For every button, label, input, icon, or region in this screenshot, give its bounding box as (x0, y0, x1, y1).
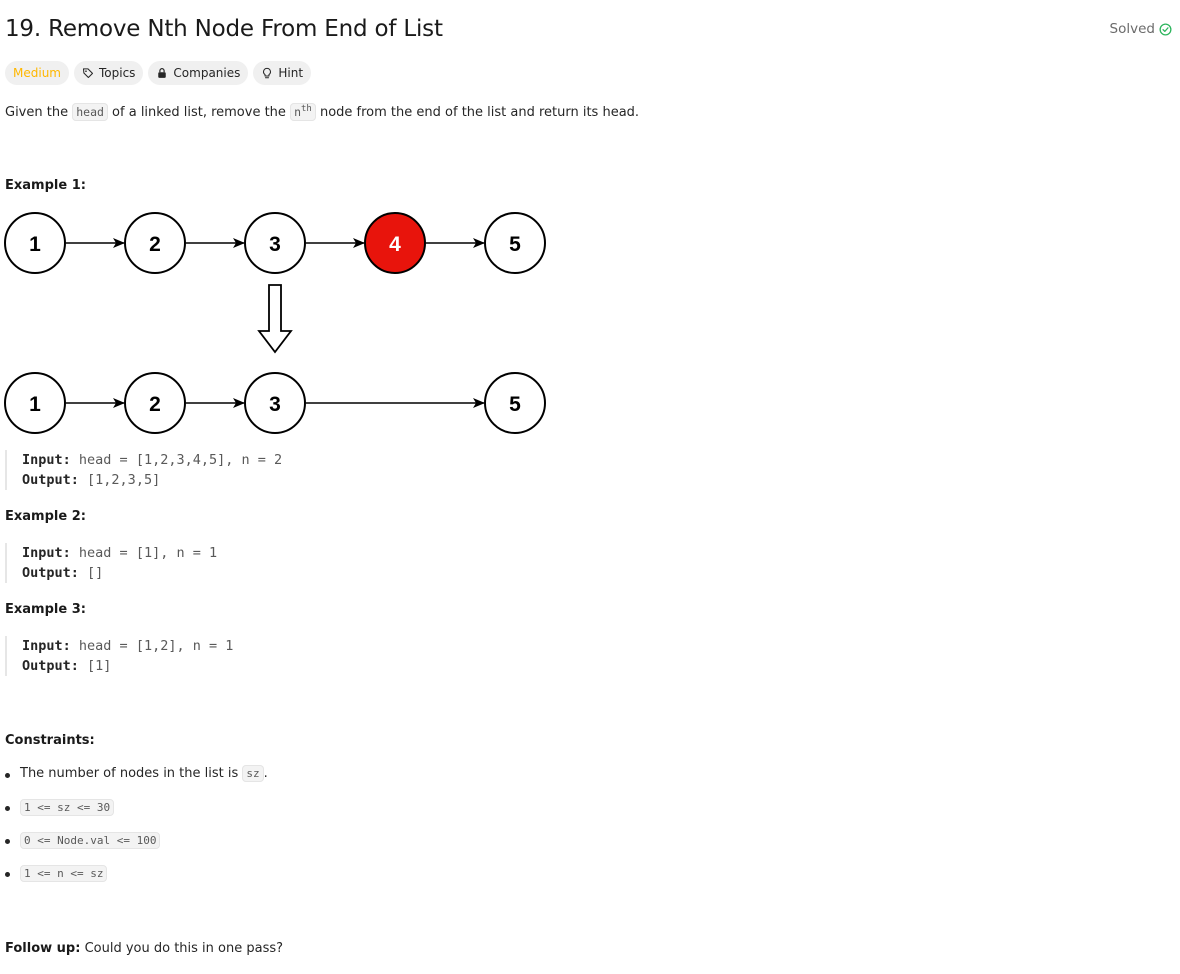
lock-icon (158, 68, 167, 78)
follow-up-label: Follow up: (5, 941, 81, 956)
difficulty-label: Medium (13, 66, 61, 80)
example-1-input-label: Input: (22, 452, 71, 468)
node-after-5: 5 (484, 372, 546, 434)
constraint-1-code: sz (242, 765, 264, 782)
example-3-input-line: Input: head = [1,2], n = 1 (22, 636, 233, 656)
constraint-2-code: 1 <= sz <= 30 (20, 799, 115, 816)
node-after-3-label: 3 (269, 393, 281, 416)
example-1-block: Input: head = [1,2,3,4,5], n = 2 Output:… (5, 450, 282, 490)
node-after-1-label: 1 (29, 393, 41, 416)
follow-up-text: Could you do this in one pass? (80, 941, 284, 956)
hint-button[interactable]: Hint (253, 61, 312, 85)
example-3-heading: Example 3: (5, 602, 86, 617)
example-1-output-line: Output: [1,2,3,5] (22, 470, 282, 490)
example-2-input-value: head = [1], n = 1 (78, 545, 218, 561)
node-before-5: 5 (484, 212, 546, 274)
companies-label: Companies (173, 66, 241, 80)
example-1-heading: Example 1: (5, 178, 86, 193)
nth-sup: th (301, 104, 312, 115)
constraints-heading: Constraints: (5, 733, 95, 748)
node-before-2: 2 (124, 212, 186, 274)
tag-icon (82, 68, 94, 79)
example-2-output-line: Output: [] (22, 563, 217, 583)
example-2-input-line: Input: head = [1], n = 1 (22, 543, 217, 563)
node-before-1-label: 1 (29, 233, 41, 256)
example-1-output-value: [1,2,3,5] (87, 472, 161, 488)
constraint-item: The number of nodes in the list is sz. (5, 765, 268, 799)
node-before-1: 1 (4, 212, 66, 274)
example-2-block: Input: head = [1], n = 1 Output: [] (5, 543, 217, 583)
node-before-2-label: 2 (149, 233, 161, 256)
desc-code-head: head (72, 103, 108, 121)
problem-description: Given the head of a linked list, remove … (5, 103, 639, 122)
node-after-2: 2 (124, 372, 186, 434)
example-1-input-value: head = [1,2,3,4,5], n = 2 (78, 452, 283, 468)
example-2-heading: Example 2: (5, 509, 86, 524)
constraint-4-code: 1 <= n <= sz (20, 865, 108, 882)
constraint-3-code: 0 <= Node.val <= 100 (20, 832, 161, 849)
constraint-item: 1 <= n <= sz (5, 865, 268, 898)
topics-label: Topics (98, 66, 136, 80)
constraint-1-text: The number of nodes in the list is (20, 766, 243, 781)
desc-text-3: node from the end of the list and return… (315, 105, 640, 120)
example-2-output-value: [] (87, 565, 104, 581)
example-3-output-label: Output: (22, 658, 79, 674)
constraints-list: The number of nodes in the list is sz. 1… (5, 765, 268, 898)
down-arrow (257, 284, 293, 354)
example-3-block: Input: head = [1,2], n = 1 Output: [1] (5, 636, 233, 676)
node-after-3: 3 (244, 372, 306, 434)
constraint-item: 0 <= Node.val <= 100 (5, 832, 268, 865)
example-1-output-label: Output: (22, 472, 79, 488)
tag-row: Medium Topics Companies Hint (5, 61, 312, 85)
node-after-5-label: 5 (509, 393, 521, 416)
example-1-input-line: Input: head = [1,2,3,4,5], n = 2 (22, 450, 282, 470)
problem-title: 19. Remove Nth Node From End of List (5, 16, 443, 42)
example-3-output-line: Output: [1] (22, 656, 233, 676)
example-2-output-label: Output: (22, 565, 79, 581)
lightbulb-icon (263, 67, 272, 79)
nth-base: n (294, 105, 301, 119)
solved-label: Solved (1109, 21, 1155, 37)
node-before-4-removed: 4 (364, 212, 426, 274)
desc-text-1: Given the (5, 105, 73, 120)
hint-label: Hint (278, 66, 304, 80)
example-3-output-value: [1] (87, 658, 112, 674)
follow-up: Follow up: Could you do this in one pass… (5, 941, 283, 956)
node-after-2-label: 2 (149, 393, 161, 416)
companies-button[interactable]: Companies (148, 61, 249, 85)
desc-text-2: of a linked list, remove the (107, 105, 291, 120)
example-2-input-label: Input: (22, 545, 71, 561)
example-3-input-value: head = [1,2], n = 1 (78, 638, 234, 654)
node-before-3-label: 3 (269, 233, 281, 256)
constraint-item: 1 <= sz <= 30 (5, 799, 268, 832)
node-before-5-label: 5 (509, 233, 521, 256)
difficulty-badge: Medium (5, 61, 69, 85)
example-3-input-label: Input: (22, 638, 71, 654)
topics-button[interactable]: Topics (73, 61, 144, 85)
node-after-1: 1 (4, 372, 66, 434)
solved-status: Solved (1110, 21, 1172, 37)
desc-code-nth: nth (290, 103, 316, 121)
node-before-3: 3 (244, 212, 306, 274)
check-circle-icon (1159, 22, 1172, 36)
constraint-1-end: . (263, 766, 268, 781)
linked-list-diagram: 1 2 3 4 5 1 2 3 5 (4, 212, 546, 434)
node-before-4-label: 4 (389, 233, 401, 256)
